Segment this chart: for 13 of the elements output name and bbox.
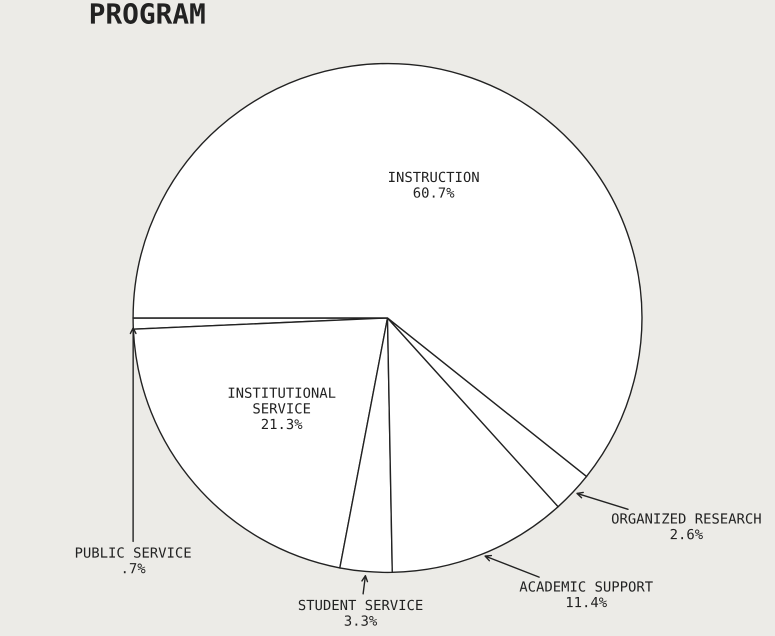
data-label: 11.4% (566, 597, 607, 608)
slice-label: INSTITUTIONAL SERVICE (228, 387, 336, 414)
data-label: 60.7% (414, 187, 454, 198)
slice-label: INSTRUCTION (389, 172, 479, 182)
slice-label: ORGANIZED RESEARCH (612, 513, 761, 524)
data-label: 21.3% (262, 418, 302, 430)
data-label: 3.3% (344, 615, 378, 626)
chart-title: PROGRAM (90, 2, 205, 24)
data-label: 2.6% (670, 528, 703, 540)
slice-label: STUDENT SERVICE (298, 600, 422, 610)
data-label: .7% (124, 563, 146, 574)
slice-label: ACADEMIC SUPPORT (520, 581, 653, 592)
slice-label: PUBLIC SERVICE (76, 547, 191, 558)
